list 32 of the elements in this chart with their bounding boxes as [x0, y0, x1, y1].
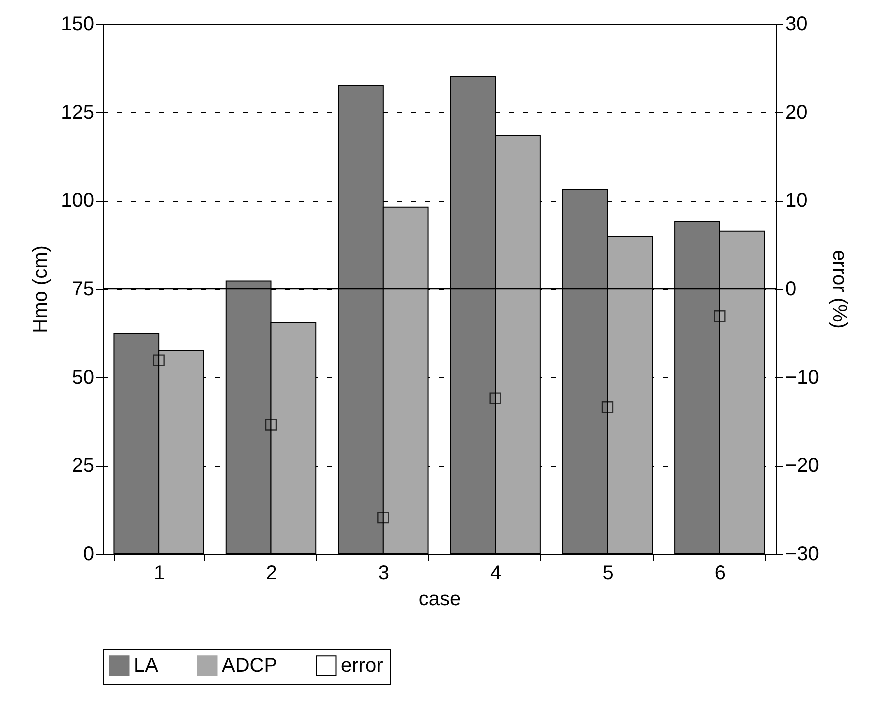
point — [153, 354, 165, 366]
legend-label: ADCP — [222, 654, 278, 677]
y2-tick-label: 30 — [786, 14, 808, 36]
y2-tick-label: −20 — [786, 455, 820, 478]
y2-tick-label: 20 — [786, 102, 808, 124]
y2-axis-title: error (%) — [828, 250, 850, 329]
legend-label: LA — [134, 654, 160, 677]
point — [378, 512, 390, 524]
x-tick-label: 4 — [490, 562, 502, 584]
x-axis-title: case — [418, 588, 462, 610]
point — [602, 402, 614, 414]
y-tick-label: 100 — [61, 190, 94, 212]
y2-tick-label: 0 — [786, 278, 797, 300]
y-tick-label: 25 — [72, 455, 94, 478]
point — [490, 392, 502, 404]
x-tick-label: 1 — [154, 562, 166, 584]
y-tick-label: 150 — [61, 14, 94, 36]
y2-tick-label: −30 — [786, 544, 820, 566]
y2-tick-label: 10 — [786, 190, 808, 212]
x-tick-label: 3 — [378, 562, 390, 584]
point — [265, 419, 278, 431]
x-tick-label: 6 — [714, 562, 726, 584]
x-tick-label: 2 — [266, 562, 278, 584]
y-axis-title: Hmo (cm) — [30, 246, 52, 334]
y-tick-label: 50 — [72, 366, 94, 389]
point — [714, 310, 726, 322]
x-tick-label: 5 — [602, 562, 614, 584]
y-tick-label: 125 — [61, 102, 94, 124]
y-tick-label: 75 — [72, 278, 94, 300]
y-tick-label: 0 — [83, 544, 94, 566]
y2-tick-label: −10 — [786, 366, 820, 389]
legend-label: error — [341, 654, 384, 677]
